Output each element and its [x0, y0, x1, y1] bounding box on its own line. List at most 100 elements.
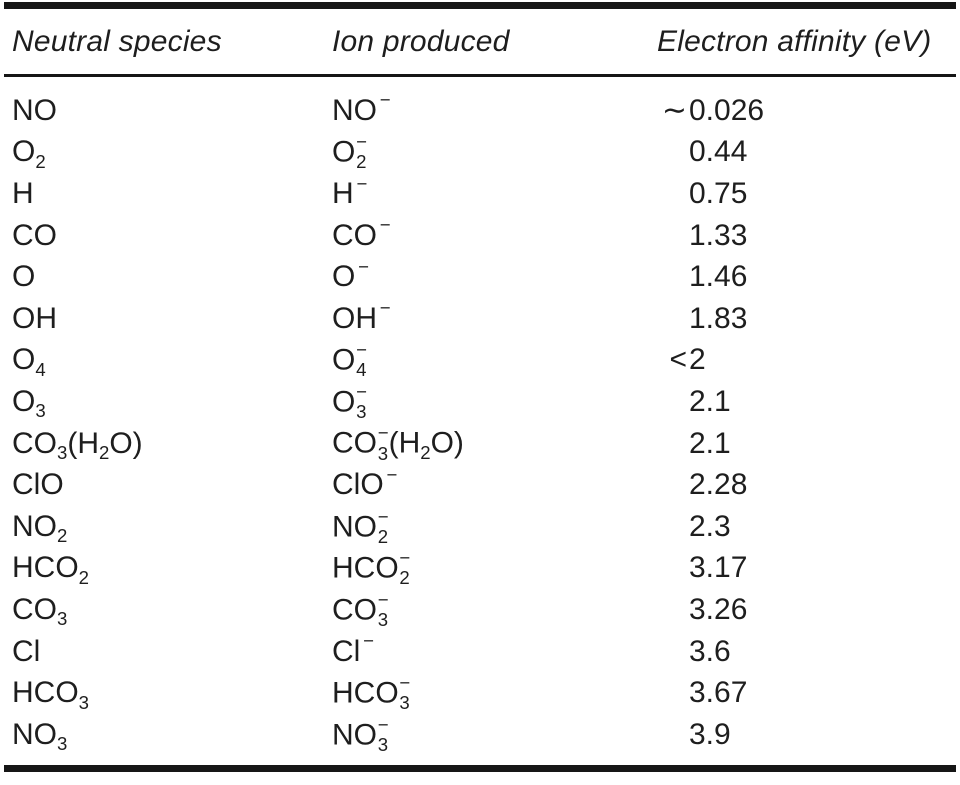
cell-ion-produced: NO −3 — [332, 714, 657, 755]
formula-text: O) — [109, 426, 143, 460]
ea-value: 3.67 — [689, 676, 748, 710]
formula-text: OH — [12, 301, 57, 335]
formula-subscript: 3 — [35, 400, 46, 422]
ea-value: 2 — [689, 343, 706, 377]
cell-neutral-species: CO3(H2O) — [12, 426, 332, 464]
cell-ion-produced: OH − — [332, 297, 657, 336]
formula-text: HCO — [332, 551, 399, 585]
ea-value: 0.026 — [689, 94, 765, 128]
cell-neutral-species: Cl — [12, 635, 332, 669]
formula-text: Cl — [12, 634, 41, 668]
formula-sup-sub-stack: −4 — [356, 339, 367, 381]
formula-text: CO — [12, 218, 57, 252]
cell-electron-affinity: 3.67 — [657, 676, 956, 710]
formula-text: O) — [430, 426, 464, 460]
table-row: HCO2 HCO −2 3.17 — [4, 548, 956, 590]
ea-value: 3.26 — [689, 592, 748, 626]
ea-value: 2.1 — [689, 426, 731, 460]
formula-subscript: 3 — [57, 608, 68, 630]
cell-ion-produced: HCO −3 — [332, 672, 657, 714]
formula-text: CO — [332, 593, 377, 627]
table-row: NO2 NO −2 2.3 — [4, 506, 956, 548]
table-header-row: Neutral species Ion produced Electron af… — [4, 9, 956, 74]
formula-superscript: − — [379, 297, 391, 319]
table-row: NO NO − ∼0.026 — [4, 89, 956, 132]
cell-ion-produced: CO − — [332, 214, 657, 253]
formula-subscript: 3 — [57, 733, 68, 755]
table-top-rule — [4, 2, 956, 9]
table-row: H H −0.75 — [4, 173, 956, 215]
electron-affinity-table: Neutral species Ion produced Electron af… — [4, 2, 956, 772]
formula-sup-sub-stack: −3 — [377, 422, 389, 464]
cell-ion-produced: CO −3 (H2O) — [332, 423, 657, 463]
ea-value: 3.6 — [689, 634, 731, 668]
formula-text: H — [332, 176, 354, 210]
table-row: O3 O −3 2.1 — [4, 381, 956, 423]
formula-subscript: 4 — [35, 358, 46, 380]
formula-subscript: 2 — [420, 442, 431, 464]
formula-sup-sub-stack: −3 — [377, 588, 389, 630]
formula-text: CO — [332, 426, 377, 460]
formula-text: CO — [332, 218, 377, 252]
ea-value: 3.17 — [689, 551, 748, 585]
formula-text: ClO — [332, 468, 384, 502]
formula-text: ClO — [12, 468, 64, 502]
cell-electron-affinity: 1.46 — [657, 260, 956, 294]
formula-sup-sub-stack: −2 — [377, 505, 389, 547]
cell-electron-affinity: 2.3 — [657, 510, 956, 544]
formula-superscript: − — [358, 255, 369, 277]
table-row: O2 O −2 0.44 — [4, 132, 956, 174]
column-header-ion-produced: Ion produced — [332, 24, 510, 58]
column-header-neutral-species: Neutral species — [12, 24, 222, 58]
cell-ion-produced: NO −2 — [332, 505, 657, 547]
formula-sup-sub-stack: −3 — [399, 672, 411, 714]
cell-neutral-species: NO — [12, 94, 332, 128]
cell-neutral-species: CO3 — [12, 592, 332, 630]
formula-sup-sub-stack: −3 — [356, 380, 367, 422]
formula-sup-sub-stack: −2 — [356, 131, 367, 173]
cell-electron-affinity: <2 — [657, 343, 956, 377]
formula-text: HCO — [332, 676, 399, 710]
table-row: OH OH − 1.83 — [4, 297, 956, 340]
ea-value: 1.83 — [689, 301, 748, 335]
formula-superscript: − — [356, 172, 368, 194]
cell-ion-produced: Cl − — [332, 630, 657, 669]
cell-ion-produced: O −2 — [332, 132, 657, 172]
cell-electron-affinity: 2.28 — [657, 468, 956, 502]
cell-ion-produced: O −3 — [332, 380, 657, 422]
table-row: CO CO −1.33 — [4, 214, 956, 257]
formula-subscript: 2 — [78, 566, 90, 588]
cell-neutral-species: OH — [12, 302, 332, 336]
cell-ion-produced: H − — [332, 173, 657, 211]
ea-value: 0.44 — [689, 135, 748, 169]
table-header-rule — [4, 74, 956, 77]
cell-electron-affinity: 1.83 — [657, 302, 956, 336]
cell-ion-produced: NO − — [332, 89, 657, 128]
cell-electron-affinity: 1.33 — [657, 219, 956, 253]
formula-text: Cl — [332, 634, 361, 668]
formula-text: (H — [388, 426, 421, 460]
cell-electron-affinity: 2.1 — [657, 385, 956, 419]
formula-text: NO — [332, 718, 377, 752]
formula-text: NO — [12, 509, 57, 543]
cell-neutral-species: NO2 — [12, 509, 332, 547]
cell-neutral-species: H — [12, 177, 332, 211]
formula-superscript: − — [379, 89, 391, 111]
formula-text: O — [12, 135, 36, 169]
formula-text: NO — [12, 93, 57, 127]
cell-electron-affinity: 3.9 — [657, 718, 956, 752]
cell-neutral-species: O3 — [12, 384, 332, 422]
formula-superscript: − — [363, 630, 374, 652]
formula-text: O — [12, 384, 36, 418]
cell-neutral-species: CO — [12, 219, 332, 253]
formula-subscript: 2 — [57, 525, 68, 547]
formula-subscript: 3 — [78, 691, 90, 713]
table-row: CO3 CO −3 3.26 — [4, 589, 956, 631]
cell-ion-produced: O −4 — [332, 340, 657, 380]
ea-value: 1.46 — [689, 260, 748, 294]
table-row: HCO 3 HCO −3 3.67 — [4, 672, 956, 714]
table-row: NO 3 NO −3 3.9 — [4, 714, 956, 756]
formula-subscript: 2 — [35, 150, 46, 172]
formula-text: CO — [12, 592, 57, 626]
formula-text: (H — [67, 426, 99, 460]
